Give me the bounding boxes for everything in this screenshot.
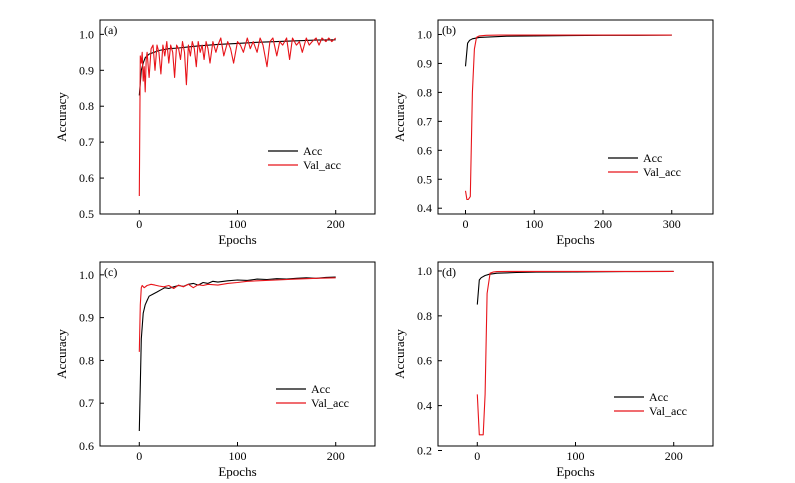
y-tick-label: 0.6 xyxy=(79,439,94,453)
x-tick-label: 300 xyxy=(663,217,681,231)
x-tick-label: 200 xyxy=(327,449,345,463)
x-axis-title: Epochs xyxy=(556,232,594,247)
x-tick-label: 0 xyxy=(136,449,142,463)
legend-label-acc: Acc xyxy=(649,390,668,404)
plot-frame xyxy=(437,19,714,215)
y-tick-label: 0.2 xyxy=(417,443,432,457)
y-axis-title: Accuracy xyxy=(392,329,407,379)
y-tick-label: 0.9 xyxy=(79,311,94,325)
y-axis-title: Accuracy xyxy=(392,92,407,142)
x-tick-label: 200 xyxy=(594,217,612,231)
y-axis-title: Accuracy xyxy=(54,329,69,379)
chart-panel-3: 0.2 0.4 0.6 0.8 1.0 0 100 200 Epochs Accuracy (d) A… xyxy=(392,261,714,479)
panel-label: (c) xyxy=(104,265,117,279)
chart-panel-1: 0.4 0.5 0.6 0.7 0.8 0.9 1.0 0 100 200 300 Epochs Acc… xyxy=(392,19,714,247)
y-tick-label: 0.8 xyxy=(79,99,94,113)
series-line-acc xyxy=(464,34,672,67)
legend-label-val_acc: Val_acc xyxy=(643,165,681,179)
y-tick-label: 0.9 xyxy=(417,56,432,70)
legend-label-acc: Acc xyxy=(643,151,662,165)
series-line-acc xyxy=(138,276,336,432)
x-tick-label: 0 xyxy=(474,449,480,463)
series-line-acc xyxy=(138,39,336,96)
y-tick-label: 0.7 xyxy=(417,114,432,128)
y-tick-label: 0.8 xyxy=(417,85,432,99)
y-tick-label: 0.7 xyxy=(79,396,94,410)
x-tick-label: 100 xyxy=(229,449,247,463)
x-tick-label: 0 xyxy=(136,217,142,231)
series-line-val_acc xyxy=(464,34,672,201)
x-tick-label: 100 xyxy=(567,449,585,463)
plot-frame xyxy=(99,19,376,215)
x-tick-label: 200 xyxy=(327,217,345,231)
y-tick-label: 0.5 xyxy=(79,207,94,221)
y-tick-label: 1.0 xyxy=(417,27,432,41)
x-tick-label: 100 xyxy=(525,217,543,231)
series-line-acc xyxy=(476,270,674,305)
x-axis-title: Epochs xyxy=(556,464,594,479)
y-tick-label: 0.7 xyxy=(79,135,94,149)
panel-label: (a) xyxy=(104,23,117,37)
y-tick-label: 0.4 xyxy=(417,399,432,413)
y-tick-label: 0.8 xyxy=(417,309,432,323)
y-tick-label: 1.0 xyxy=(417,264,432,278)
series-line-val_acc xyxy=(476,270,674,436)
panel-label: (d) xyxy=(442,265,456,279)
y-tick-label: 1.0 xyxy=(79,268,94,282)
y-tick-label: 0.6 xyxy=(79,171,94,185)
y-tick-label: 0.6 xyxy=(417,143,432,157)
y-tick-label: 0.9 xyxy=(79,63,94,77)
legend-label-val_acc: Val_acc xyxy=(303,158,341,172)
x-tick-label: 200 xyxy=(665,449,683,463)
legend-label-acc: Acc xyxy=(311,382,330,396)
y-tick-label: 0.4 xyxy=(417,201,432,215)
x-tick-label: 100 xyxy=(229,217,247,231)
y-axis-title: Accuracy xyxy=(54,92,69,142)
x-axis-title: Epochs xyxy=(218,464,256,479)
series-line-val_acc xyxy=(138,277,336,352)
chart-panel-0: 0.5 0.6 0.7 0.8 0.9 1.0 0 100 200 Epochs Accuracy (… xyxy=(54,19,376,247)
legend-label-val_acc: Val_acc xyxy=(649,404,687,418)
legend-label-acc: Acc xyxy=(303,144,322,158)
y-tick-label: 1.0 xyxy=(79,27,94,41)
y-tick-label: 0.5 xyxy=(417,172,432,186)
chart-panel-2: 0.6 0.7 0.8 0.9 1.0 0 100 200 Epochs Accuracy (c) A… xyxy=(54,261,376,479)
y-tick-label: 0.8 xyxy=(79,353,94,367)
plot-frame xyxy=(437,261,714,447)
panel-label: (b) xyxy=(442,23,456,37)
x-axis-title: Epochs xyxy=(218,232,256,247)
legend-label-val_acc: Val_acc xyxy=(311,396,349,410)
series-line-val_acc xyxy=(138,37,337,197)
y-tick-label: 0.6 xyxy=(417,354,432,368)
x-tick-label: 0 xyxy=(463,217,469,231)
